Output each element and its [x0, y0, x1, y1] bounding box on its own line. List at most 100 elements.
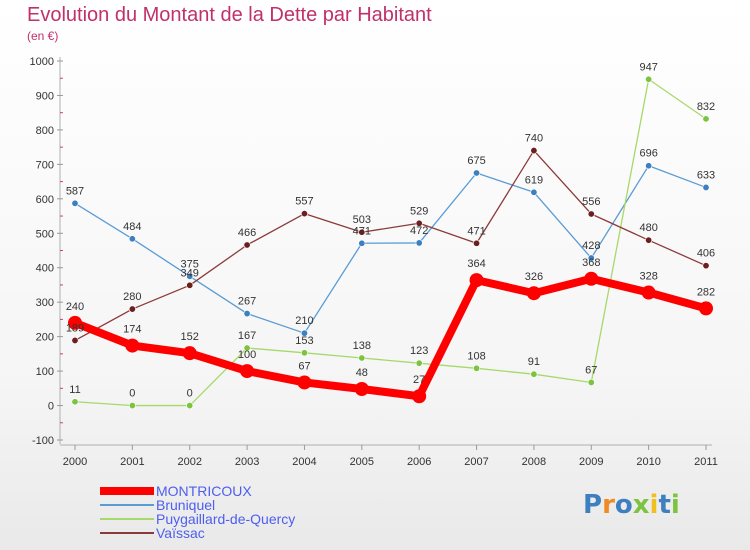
- data-point-va-ssac: [645, 236, 653, 244]
- data-label-puygaillard-de-quercy: 153: [295, 335, 313, 347]
- data-point-bruniquel: [243, 310, 251, 318]
- data-label-montricoux: 67: [298, 360, 310, 372]
- data-label-puygaillard-de-quercy: 108: [467, 350, 485, 362]
- data-point-montricoux: [584, 271, 599, 286]
- logo-letter: i: [649, 490, 659, 520]
- data-label-va-ssac: 557: [295, 196, 313, 208]
- data-label-puygaillard-de-quercy: 67: [585, 364, 597, 376]
- data-label-bruniquel: 587: [66, 185, 84, 197]
- data-point-puygaillard-de-quercy: [243, 344, 251, 352]
- data-label-bruniquel: 428: [582, 240, 600, 252]
- x-tick-label: 2002: [177, 456, 201, 468]
- data-point-bruniquel: [473, 169, 481, 177]
- data-label-bruniquel: 472: [410, 225, 428, 237]
- legend-item-vaissac: Vaïssac: [100, 526, 295, 540]
- data-point-montricoux: [699, 301, 713, 316]
- data-point-puygaillard-de-quercy: [358, 354, 366, 362]
- x-tick-label: 2003: [235, 456, 259, 468]
- y-tick-label: -100: [32, 435, 54, 447]
- y-tick-label: 300: [36, 297, 54, 309]
- data-point-puygaillard-de-quercy: [415, 359, 423, 367]
- data-point-puygaillard-de-quercy: [702, 115, 710, 123]
- data-point-bruniquel: [358, 239, 366, 247]
- data-label-montricoux: 174: [123, 324, 141, 336]
- data-point-va-ssac: [186, 281, 194, 289]
- data-label-va-ssac: 556: [582, 196, 600, 208]
- legend-item-montricoux: MONTRICOUX: [100, 484, 295, 498]
- data-label-bruniquel: 633: [697, 169, 715, 181]
- legend-swatch-vaissac: [100, 532, 154, 534]
- data-point-montricoux: [641, 285, 656, 300]
- logo-letter: o: [614, 490, 633, 520]
- data-point-puygaillard-de-quercy: [473, 364, 481, 372]
- x-tick-label: 2006: [407, 456, 431, 468]
- data-label-bruniquel: 375: [181, 258, 199, 270]
- x-tick-label: 2010: [636, 456, 660, 468]
- y-tick-label: 200: [36, 332, 54, 344]
- data-label-montricoux: 100: [238, 349, 256, 361]
- legend-label-montricoux: MONTRICOUX: [156, 483, 252, 499]
- data-point-bruniquel: [415, 239, 423, 247]
- data-point-bruniquel: [300, 329, 308, 337]
- legend-item-bruniquel: Bruniquel: [100, 498, 295, 512]
- legend-label-vaissac: Vaïssac: [156, 525, 205, 541]
- legend-item-puygaillard: Puygaillard-de-Quercy: [100, 512, 295, 526]
- data-label-va-ssac: 740: [525, 133, 543, 145]
- data-point-va-ssac: [71, 336, 79, 344]
- data-label-puygaillard-de-quercy: 91: [528, 356, 540, 368]
- data-label-va-ssac: 503: [353, 214, 371, 226]
- data-label-puygaillard-de-quercy: 947: [639, 61, 657, 73]
- data-point-va-ssac: [128, 305, 136, 313]
- y-tick-label: 0: [48, 401, 54, 413]
- data-point-puygaillard-de-quercy: [186, 402, 194, 410]
- data-label-va-ssac: 480: [639, 222, 657, 234]
- data-label-puygaillard-de-quercy: 0: [129, 388, 135, 400]
- chart-subtitle: (en €): [27, 29, 59, 43]
- y-tick-label: 900: [36, 90, 54, 102]
- data-label-puygaillard-de-quercy: 123: [410, 345, 428, 357]
- data-point-puygaillard-de-quercy: [530, 370, 538, 378]
- data-point-va-ssac: [358, 228, 366, 236]
- data-point-puygaillard-de-quercy: [71, 398, 79, 406]
- data-point-puygaillard-de-quercy: [300, 349, 308, 357]
- chart-title: Evolution du Montant de la Dette par Hab…: [27, 4, 432, 26]
- data-point-va-ssac: [300, 210, 308, 218]
- data-point-va-ssac: [415, 219, 423, 227]
- data-point-bruniquel: [71, 199, 79, 207]
- y-tick-label: 400: [36, 263, 54, 275]
- data-label-va-ssac: 406: [697, 248, 715, 260]
- data-point-va-ssac: [702, 262, 710, 270]
- logo-letter: t: [658, 490, 671, 520]
- data-label-puygaillard-de-quercy: 0: [187, 388, 193, 400]
- data-point-puygaillard-de-quercy: [128, 402, 136, 410]
- legend-swatch-puygaillard: [100, 518, 154, 520]
- data-label-bruniquel: 484: [123, 221, 141, 233]
- logo-letter: r: [602, 490, 615, 520]
- legend-label-puygaillard: Puygaillard-de-Quercy: [156, 511, 296, 527]
- logo-letter: P: [583, 490, 603, 520]
- data-point-puygaillard-de-quercy: [587, 378, 595, 386]
- data-point-montricoux: [412, 389, 427, 404]
- data-label-va-ssac: 349: [181, 267, 199, 279]
- legend-swatch-montricoux: [100, 487, 154, 495]
- data-label-puygaillard-de-quercy: 167: [238, 330, 256, 342]
- data-label-bruniquel: 696: [639, 148, 657, 160]
- data-point-montricoux: [68, 315, 82, 330]
- x-tick-label: 2001: [120, 456, 144, 468]
- data-label-bruniquel: 210: [295, 315, 313, 327]
- data-point-va-ssac: [473, 239, 481, 247]
- series-line-bruniquel: [74, 165, 707, 334]
- x-tick-label: 2000: [63, 456, 87, 468]
- data-label-puygaillard-de-quercy: 138: [353, 340, 371, 352]
- data-point-bruniquel: [587, 254, 595, 262]
- data-label-montricoux: 240: [66, 301, 84, 313]
- x-tick-label: 2007: [464, 456, 488, 468]
- x-tick-label: 2011: [694, 456, 718, 468]
- y-tick-label: 1000: [30, 56, 54, 68]
- x-tick-label: 2009: [579, 456, 603, 468]
- logo-letter: x: [632, 490, 650, 520]
- data-label-va-ssac: 529: [410, 205, 428, 217]
- data-label-va-ssac: 280: [123, 291, 141, 303]
